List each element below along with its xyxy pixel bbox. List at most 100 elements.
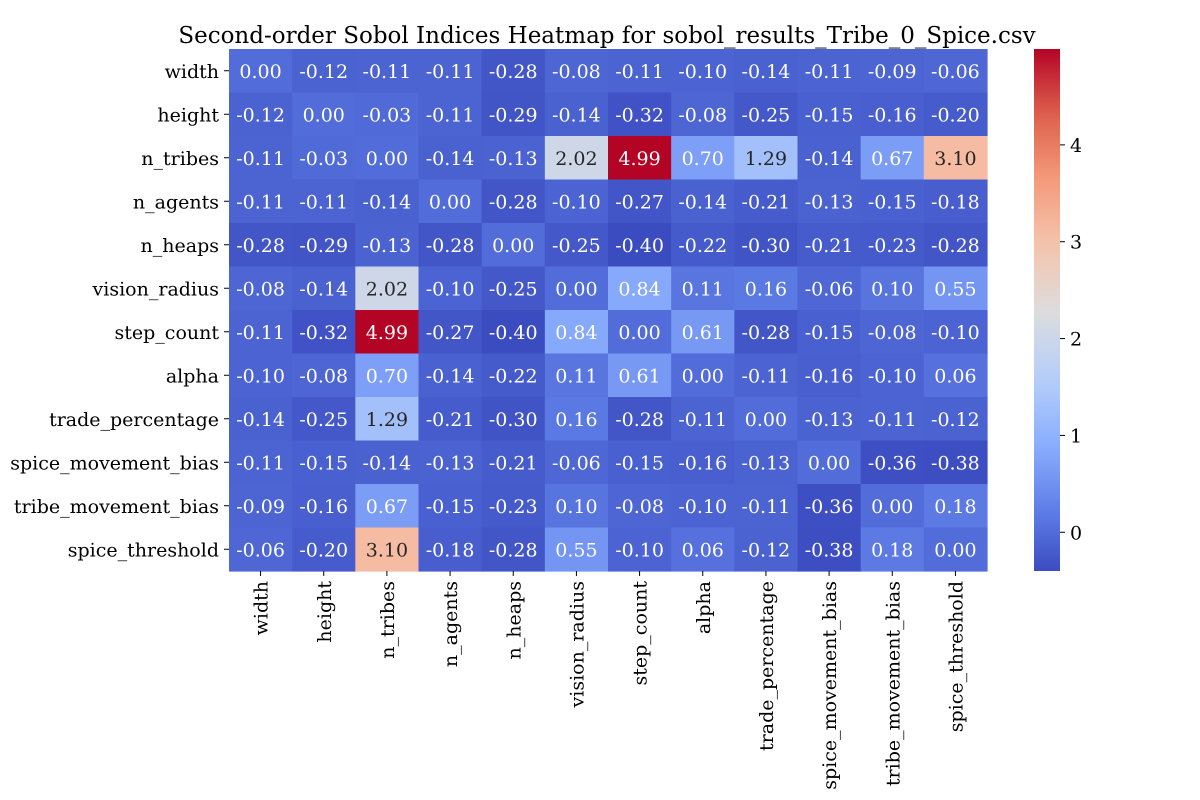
heatmap-cell (292, 440, 356, 485)
heatmap-cell (608, 136, 672, 181)
cell-value-label: -0.28 (931, 235, 980, 257)
heatmap-cell (923, 353, 988, 398)
heatmap-cell (671, 136, 735, 181)
heatmap-cell (229, 136, 293, 181)
heatmap-cell (860, 310, 925, 355)
heatmap-cell (292, 484, 356, 529)
cell-value-label: 0.70 (366, 365, 408, 387)
heatmap-cell (671, 353, 735, 398)
cell-value-label: -0.14 (678, 191, 727, 213)
cell-value-label: -0.10 (552, 191, 601, 213)
cell-value-label: -0.03 (363, 104, 412, 126)
heatmap-cell (608, 266, 672, 311)
cell-value-label: -0.36 (868, 452, 917, 474)
cell-value-label: -0.06 (805, 278, 854, 300)
cell-value-label: 0.00 (808, 452, 850, 474)
heatmap-cell (544, 397, 609, 442)
x-tick-label: n_heaps (503, 581, 525, 659)
cell-value-label: -0.25 (742, 104, 791, 126)
cell-value-label: -0.14 (742, 61, 791, 83)
heatmap-cell (608, 440, 672, 485)
heatmap-cell (608, 223, 672, 268)
cell-value-label: -0.13 (805, 191, 854, 213)
cell-value-label: -0.06 (236, 539, 285, 561)
x-tick-label: height (314, 581, 336, 643)
heatmap-cell (481, 49, 546, 94)
cell-value-label: -0.14 (363, 191, 412, 213)
cell-value-label: -0.14 (805, 148, 854, 170)
heatmap-cell (229, 223, 293, 268)
cell-value-label: -0.14 (426, 365, 475, 387)
heatmap-cell (797, 440, 862, 485)
cell-value-label: 0.00 (618, 322, 660, 344)
heatmap-cell (292, 92, 356, 137)
colorbar-tick-label: 1 (1070, 425, 1082, 447)
cell-value-label: -0.11 (426, 61, 475, 83)
x-tick-label: width (251, 581, 273, 635)
heatmap-cell (797, 397, 862, 442)
cell-value-label: -0.09 (868, 61, 917, 83)
cell-value-label: -0.08 (236, 278, 285, 300)
cell-value-label: -0.11 (236, 452, 285, 474)
heatmap-cell (544, 179, 609, 224)
heatmap-cell (923, 136, 988, 181)
cell-value-label: 0.16 (555, 409, 597, 431)
cell-value-label: -0.40 (615, 235, 664, 257)
cell-value-label: -0.12 (236, 104, 285, 126)
heatmap-cell (797, 223, 862, 268)
cell-value-label: -0.06 (552, 452, 601, 474)
colorbar-tick-label: 2 (1070, 329, 1082, 351)
cell-value-label: -0.03 (299, 148, 348, 170)
cell-value-label: -0.28 (426, 235, 475, 257)
row-labels: width height n_tribes n_agents n_heapsvision… (10, 61, 229, 561)
heatmap-cell (923, 49, 988, 94)
heatmap-cell (671, 179, 735, 224)
cell-value-label: 0.00 (492, 235, 534, 257)
cell-value-label: -0.11 (236, 148, 285, 170)
heatmap-cell (671, 92, 735, 137)
cell-value-label: 0.16 (745, 278, 787, 300)
heatmap-cell (292, 179, 356, 224)
y-tick-label: spice_threshold (68, 539, 219, 561)
cell-value-label: -0.10 (678, 496, 727, 518)
cell-value-label: -0.16 (868, 104, 917, 126)
x-tick-label: n_agents (440, 581, 462, 667)
y-tick-label: alpha (166, 365, 219, 387)
cell-value-label: 0.84 (555, 322, 597, 344)
cell-value-label: 2.02 (555, 148, 597, 170)
heatmap-cell (797, 179, 862, 224)
heatmap-cell (734, 353, 799, 398)
heatmap-cell (923, 440, 988, 485)
cell-value-label: -0.11 (742, 365, 791, 387)
y-tick-label: height (157, 104, 219, 126)
heatmap-cell (797, 310, 862, 355)
cell-value-label: -0.30 (742, 235, 791, 257)
heatmap-cell (923, 484, 988, 529)
x-tick-label: n_tribes (377, 581, 399, 659)
heatmap-cell (355, 527, 420, 572)
cell-value-label: -0.27 (615, 191, 664, 213)
heatmap-cell (418, 310, 483, 355)
heatmap-cell (355, 440, 420, 485)
heatmap-cell (734, 179, 799, 224)
heatmap-cell (355, 49, 420, 94)
heatmap-cell (797, 353, 862, 398)
cell-value-label: -0.14 (552, 104, 601, 126)
heatmap-cell (544, 484, 609, 529)
cell-value-label: 0.61 (682, 322, 724, 344)
cell-value-label: -0.08 (299, 365, 348, 387)
cell-value-label: 0.06 (682, 539, 724, 561)
cell-value-label: -0.14 (299, 278, 348, 300)
cell-value-label: -0.11 (678, 409, 727, 431)
heatmap-cell (860, 49, 925, 94)
heatmap-cell (355, 397, 420, 442)
heatmap-cell (418, 136, 483, 181)
cell-value-label: -0.13 (805, 409, 854, 431)
heatmap-cell (671, 49, 735, 94)
cell-value-label: -0.15 (299, 452, 348, 474)
heatmap-cell (923, 527, 988, 572)
cell-value-label: -0.10 (236, 365, 285, 387)
heatmap-cell (797, 266, 862, 311)
heatmap-cell (481, 397, 546, 442)
